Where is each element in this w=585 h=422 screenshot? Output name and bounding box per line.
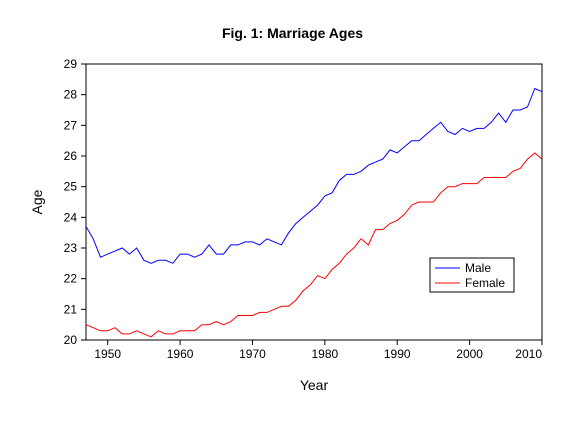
y-axis-title: Age <box>29 189 45 214</box>
x-tick-label: 1980 <box>312 347 339 361</box>
y-tick-label: 25 <box>64 180 78 194</box>
x-axis: 1950 1960 1970 1980 1990 2000 2010 <box>94 340 543 361</box>
y-tick-label: 27 <box>64 118 78 132</box>
x-tick-label: 1950 <box>94 347 121 361</box>
x-tick-label: 1990 <box>384 347 411 361</box>
series-line-male <box>85 87 543 264</box>
x-tick-label: 1960 <box>167 347 194 361</box>
series-line-female <box>85 152 543 338</box>
y-tick-label: 23 <box>64 241 78 255</box>
y-axis: 20 21 22 23 24 25 26 27 28 29 <box>64 57 86 347</box>
x-axis-title: Year <box>300 377 329 393</box>
x-tick-label: 1970 <box>239 347 266 361</box>
y-tick-label: 24 <box>64 210 78 224</box>
y-tick-label: 20 <box>64 333 78 347</box>
y-tick-label: 29 <box>64 57 78 71</box>
y-tick-label: 21 <box>64 302 78 316</box>
x-tick-label: 2000 <box>456 347 483 361</box>
legend-label-male: Male <box>465 261 491 275</box>
y-tick-label: 28 <box>64 88 78 102</box>
x-tick-label: 2010 <box>515 347 542 361</box>
y-tick-label: 22 <box>64 272 78 286</box>
plot-area-frame <box>85 63 543 341</box>
y-tick-label: 26 <box>64 149 78 163</box>
chart-title: Fig. 1: Marriage Ages <box>221 25 364 41</box>
series-lines <box>85 87 543 338</box>
legend-label-female: Female <box>465 276 505 290</box>
legend-box <box>429 257 515 293</box>
